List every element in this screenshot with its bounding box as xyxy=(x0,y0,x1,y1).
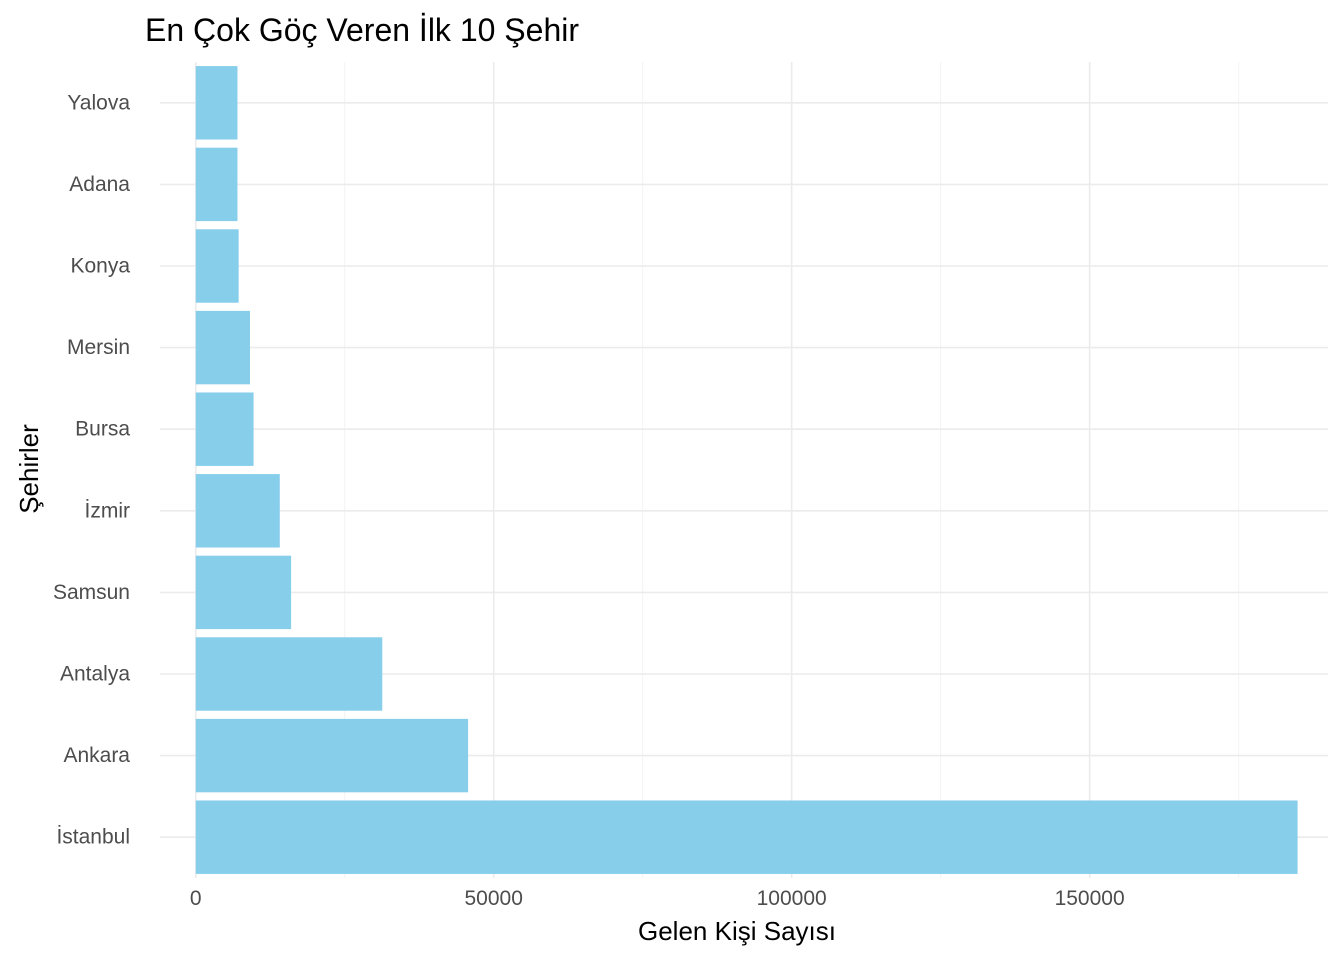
y-tick-label: Konya xyxy=(70,255,130,278)
bar xyxy=(195,555,292,630)
bar xyxy=(195,392,254,466)
bars xyxy=(195,66,1298,874)
bar xyxy=(195,147,238,222)
bar xyxy=(195,800,1298,874)
x-tick-label: 150000 xyxy=(1055,887,1125,910)
bar xyxy=(195,229,239,303)
bar xyxy=(195,474,280,548)
y-tick-label: İstanbul xyxy=(56,826,130,849)
chart-title: En Çok Göç Veren İlk 10 Şehir xyxy=(145,12,579,48)
y-tick-label: Yalova xyxy=(67,91,130,114)
x-tick-label: 100000 xyxy=(757,887,827,910)
x-axis-title: Gelen Kişi Sayısı xyxy=(638,916,836,946)
y-tick-label: Antalya xyxy=(60,663,130,686)
y-tick-label: Bursa xyxy=(75,418,130,441)
y-tick-label: Samsun xyxy=(53,581,130,604)
bar xyxy=(195,66,238,140)
x-tick-label: 0 xyxy=(190,887,202,910)
bar xyxy=(195,637,383,711)
y-axis-title: Şehirler xyxy=(14,424,44,514)
x-axis-tick-labels: 0 50000 100000 150000 xyxy=(190,887,1125,910)
y-tick-label: İzmir xyxy=(85,499,131,522)
y-axis-tick-labels: İstanbul Ankara Antalya Samsun İzmir Bursa Mer… xyxy=(53,91,130,848)
y-tick-label: Ankara xyxy=(63,744,130,767)
bar xyxy=(195,718,469,793)
y-tick-label: Adana xyxy=(69,173,130,196)
bar xyxy=(195,310,250,385)
x-tick-label: 50000 xyxy=(465,887,523,910)
y-tick-label: Mersin xyxy=(67,336,130,359)
